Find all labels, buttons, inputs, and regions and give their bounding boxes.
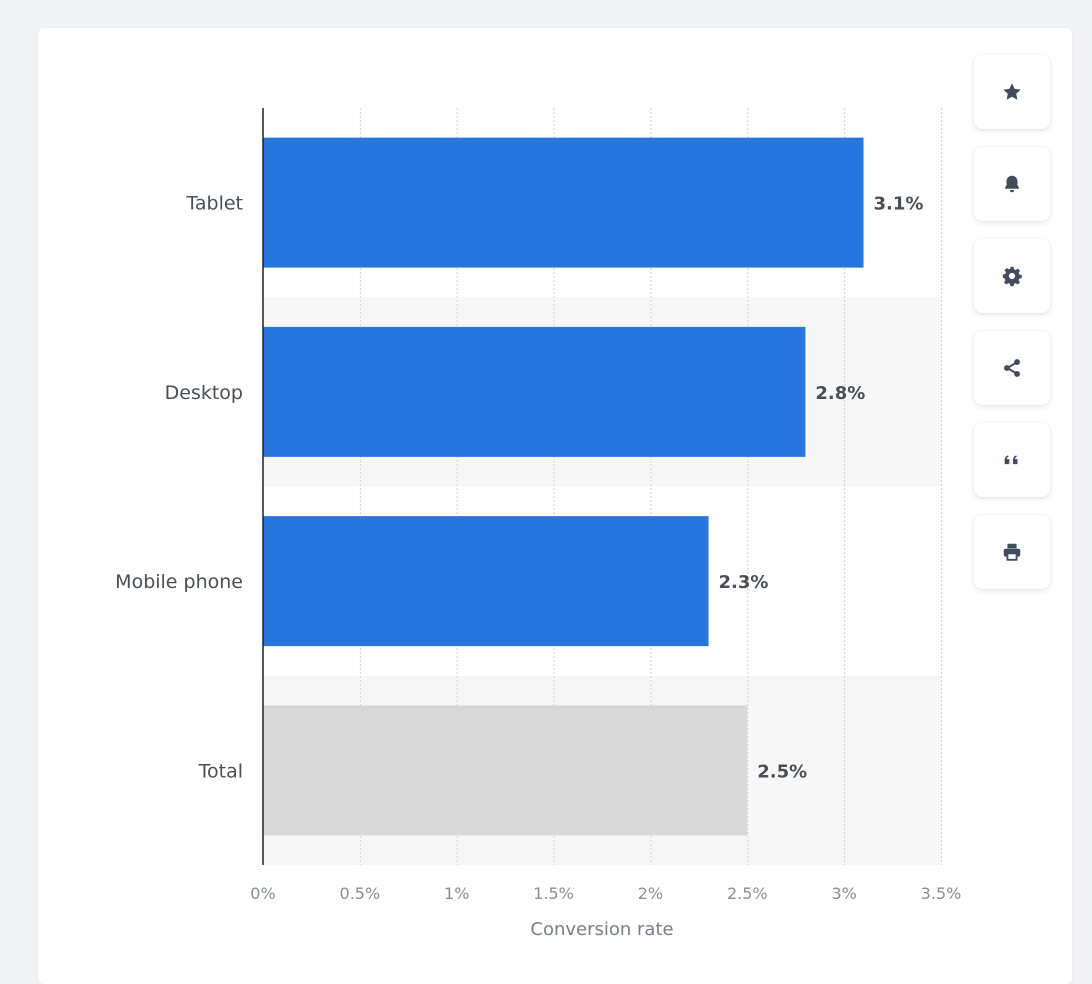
settings-button[interactable] xyxy=(974,239,1050,313)
x-tick-label: 0% xyxy=(250,884,275,903)
bar-mobile-phone[interactable] xyxy=(263,516,709,647)
x-tick-label: 2.5% xyxy=(727,884,768,903)
cite-button[interactable] xyxy=(974,423,1050,497)
x-tick-label: 1% xyxy=(444,884,469,903)
category-label: Desktop xyxy=(165,382,243,404)
category-labels: Tablet Desktop Mobile phone Total xyxy=(115,193,243,783)
share-button[interactable] xyxy=(974,331,1050,405)
category-label: Tablet xyxy=(185,193,243,215)
notification-button[interactable] xyxy=(974,147,1050,221)
data-label: 2.3% xyxy=(719,572,769,593)
bar-tablet[interactable] xyxy=(263,137,864,268)
category-label: Total xyxy=(198,760,243,782)
star-icon xyxy=(1003,83,1021,100)
data-label: 2.8% xyxy=(815,383,865,404)
data-label: 2.5% xyxy=(757,761,807,782)
bell-icon xyxy=(1005,175,1019,193)
bar-desktop[interactable] xyxy=(263,326,806,457)
share-icon xyxy=(1004,359,1020,377)
print-icon xyxy=(1003,543,1021,561)
x-tick-label: 3.5% xyxy=(921,884,962,903)
bar-total[interactable] xyxy=(263,705,748,836)
x-tick-label: 1.5% xyxy=(533,884,574,903)
quote-icon xyxy=(1004,455,1018,465)
category-label: Mobile phone xyxy=(115,571,243,593)
bars xyxy=(263,137,864,836)
print-button[interactable] xyxy=(974,515,1050,589)
x-tick-labels: 0% 0.5% 1% 1.5% 2% 2.5% 3% 3.5% xyxy=(250,884,961,903)
x-axis-title: Conversion rate xyxy=(530,919,673,940)
data-labels: 3.1% 2.8% 2.3% 2.5% xyxy=(719,194,924,783)
gear-icon xyxy=(1002,266,1022,287)
data-label: 3.1% xyxy=(874,194,924,215)
bar-chart: Tablet Desktop Mobile phone Total 3.1% 2.8% 2… xyxy=(115,108,961,940)
x-tick-label: 2% xyxy=(638,884,663,903)
x-tick-label: 3% xyxy=(831,884,856,903)
x-tick-label: 0.5% xyxy=(340,884,381,903)
chart-card: Tablet Desktop Mobile phone Total 3.1% 2.8% 2… xyxy=(38,28,1072,984)
favorite-button[interactable] xyxy=(974,55,1050,129)
